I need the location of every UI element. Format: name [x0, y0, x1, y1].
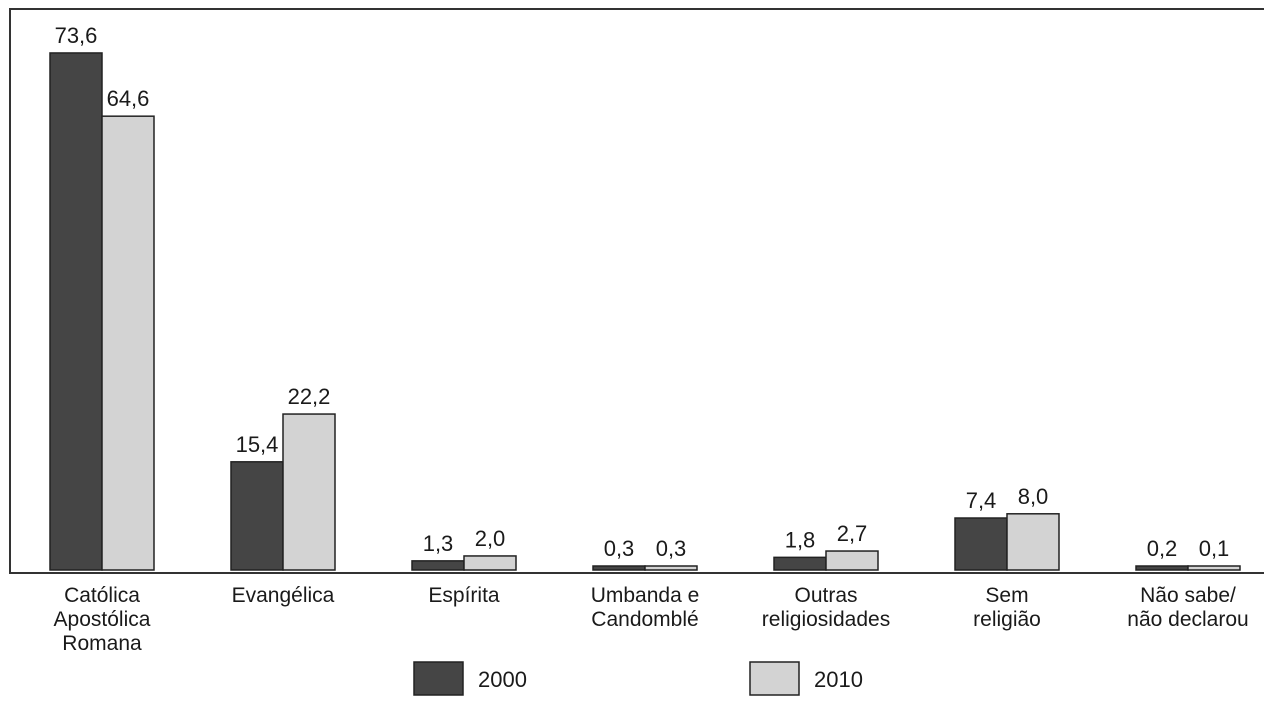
category-label-3: Umbanda e Candomblé	[591, 584, 700, 631]
category-label-6: Não sabe/não declarou	[1127, 584, 1248, 631]
value-label-2000-3: 0,3	[604, 536, 635, 561]
value-label-2000-4: 1,8	[785, 527, 816, 552]
value-label-2010-4: 2,7	[837, 521, 868, 546]
bar-2010-4	[825, 550, 879, 571]
bar-2010-3	[644, 565, 698, 571]
value-label-2010-0: 64,6	[107, 86, 150, 111]
value-label-2010-1: 22,2	[288, 384, 331, 409]
category-label-line: Outras	[794, 584, 857, 607]
value-label-2010-2: 2,0	[475, 526, 506, 551]
category-label-line: religiosidades	[762, 608, 890, 631]
value-label-2000-0: 73,6	[55, 23, 98, 48]
bar-2000-6	[1135, 565, 1189, 571]
value-label-2010-6: 0,1	[1199, 536, 1230, 561]
bar-2010-0	[101, 115, 155, 571]
category-label-2: Espírita	[428, 584, 500, 607]
category-label-5: Sem religião	[973, 584, 1041, 631]
value-label-2000-5: 7,4	[966, 488, 997, 513]
value-label-2000-6: 0,2	[1147, 536, 1178, 561]
category-label-line: Católica	[64, 584, 140, 607]
category-label-line: religião	[973, 608, 1041, 631]
bar-2010-2	[463, 555, 517, 571]
value-label-2010-5: 8,0	[1018, 484, 1049, 509]
bar-2000-5	[954, 517, 1008, 571]
legend-label-2000: 2000	[478, 667, 527, 692]
bar-2000-1	[230, 461, 284, 571]
bar-2000-2	[411, 560, 465, 571]
category-label-line: não declarou	[1127, 608, 1248, 631]
category-label-line: Romana	[62, 632, 142, 655]
legend-label-2010: 2010	[814, 667, 863, 692]
category-label-line: Não sabe/	[1140, 584, 1236, 607]
bar-2000-3	[592, 565, 646, 571]
category-label-line: Espírita	[428, 584, 500, 607]
value-labels-layer: 73,6 64,6 15,4 22,2 1,3 2,0 0,3 0,3 1,8 2,7 7,4 8,0…	[55, 23, 1230, 561]
legend-swatch-2000	[413, 661, 464, 696]
value-label-2000-2: 1,3	[423, 531, 454, 556]
category-labels-layer: Católica Apostólica Romana Evangélica Espíri…	[54, 584, 1249, 655]
bar-2010-1	[282, 413, 336, 571]
value-label-2010-3: 0,3	[656, 536, 687, 561]
category-label-line: Evangélica	[232, 584, 335, 607]
category-label-0: Católica Apostólica Romana	[54, 584, 151, 655]
category-label-line: Umbanda e	[591, 584, 700, 607]
legend-swatch-2010	[749, 661, 800, 696]
category-label-1: Evangélica	[232, 584, 335, 607]
category-label-4: Outras religiosidades	[762, 584, 890, 631]
category-label-line: Apostólica	[54, 608, 151, 631]
bar-2010-5	[1006, 513, 1060, 571]
bars-layer	[49, 52, 1241, 571]
value-label-2000-1: 15,4	[236, 432, 279, 457]
category-label-line: Sem	[985, 584, 1028, 607]
legend: 2000 2010	[413, 661, 863, 696]
bar-2010-6	[1187, 565, 1241, 571]
category-label-line: Candomblé	[591, 608, 698, 631]
bar-2000-4	[773, 556, 827, 571]
bar-2000-0	[49, 52, 103, 571]
plot-frame	[9, 8, 1264, 574]
